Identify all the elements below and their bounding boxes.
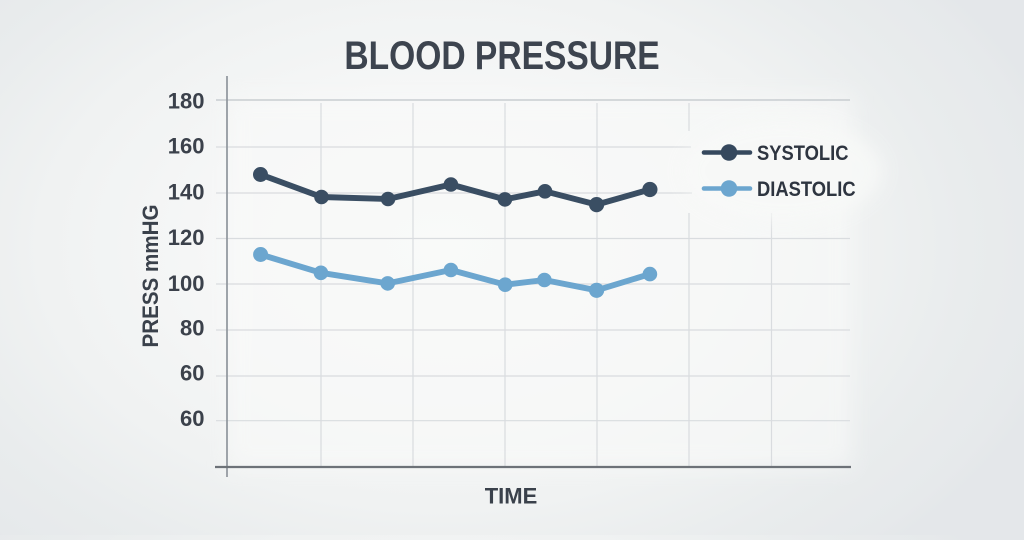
svg-text:60: 60 [180,406,204,431]
svg-text:80: 80 [180,316,204,341]
svg-text:100: 100 [168,271,205,296]
svg-text:120: 120 [168,225,205,250]
svg-text:160: 160 [168,134,205,159]
svg-text:140: 140 [168,180,205,205]
svg-text:180: 180 [168,89,205,114]
svg-text:PRESS mmHG: PRESS mmHG [138,204,163,347]
svg-text:60: 60 [180,361,204,386]
svg-text:DIASTOLIC: DIASTOLIC [757,178,856,201]
svg-text:SYSTOLIC: SYSTOLIC [757,142,848,165]
svg-text:TIME: TIME [485,484,538,509]
svg-text:BLOOD PRESSURE: BLOOD PRESSURE [344,33,659,77]
